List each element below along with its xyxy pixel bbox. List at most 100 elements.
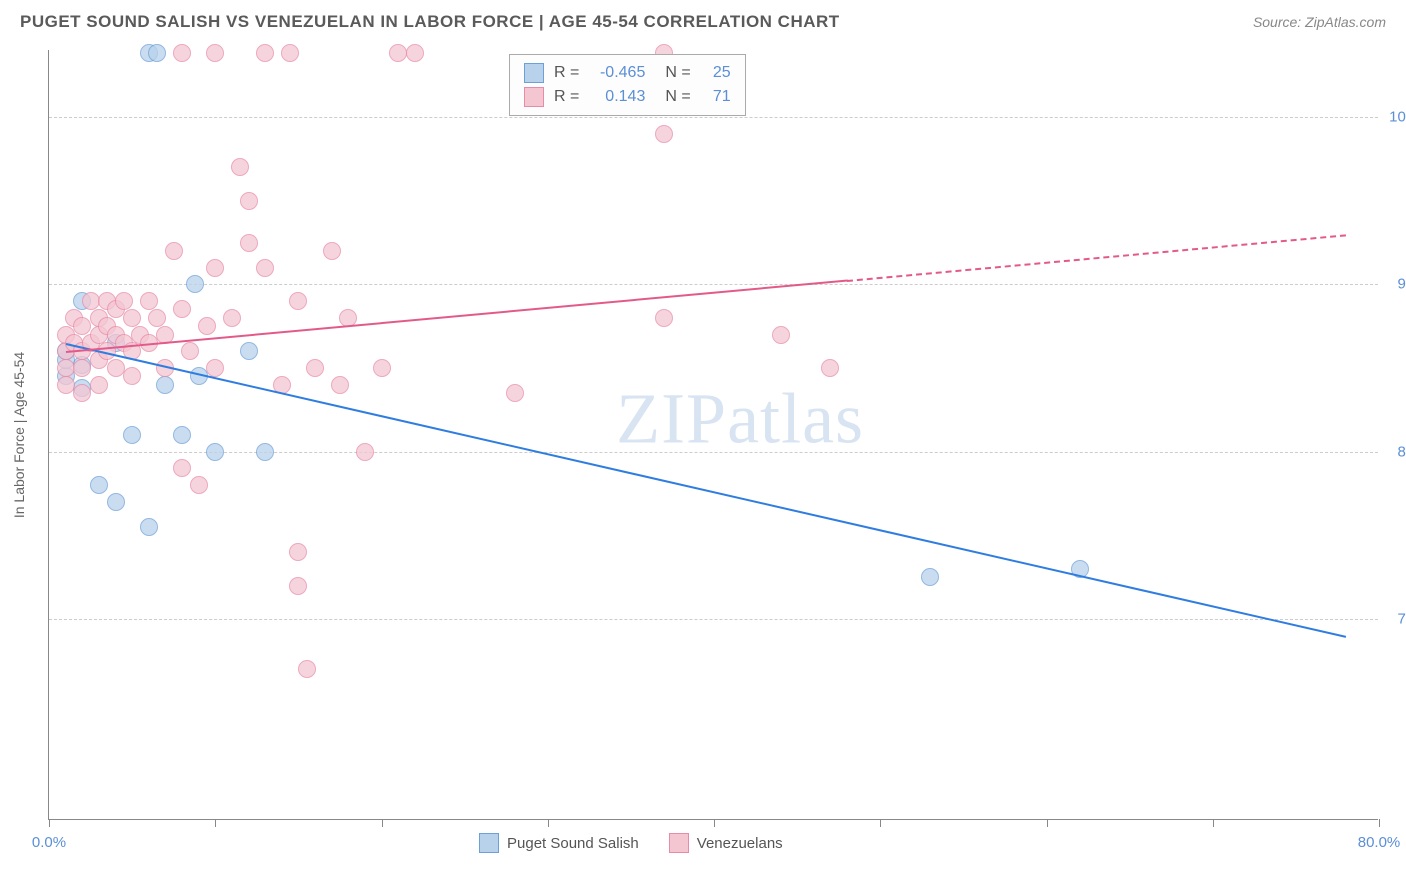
chart-title: PUGET SOUND SALISH VS VENEZUELAN IN LABO…	[20, 12, 840, 32]
legend-item: Venezuelans	[669, 833, 783, 853]
data-point	[772, 326, 790, 344]
data-point	[140, 292, 158, 310]
data-point	[140, 518, 158, 536]
stats-row: R = 0.143 N = 71	[524, 85, 731, 109]
data-point	[186, 275, 204, 293]
data-point	[123, 426, 141, 444]
x-tick	[548, 819, 549, 827]
data-point	[181, 342, 199, 360]
data-point	[356, 443, 374, 461]
legend-label: Venezuelans	[697, 835, 783, 852]
data-point	[389, 44, 407, 62]
x-tick	[1213, 819, 1214, 827]
gridline	[49, 619, 1378, 620]
x-tick-label: 80.0%	[1358, 834, 1401, 851]
x-tick	[382, 819, 383, 827]
data-point	[57, 359, 75, 377]
data-point	[206, 259, 224, 277]
data-point	[190, 476, 208, 494]
data-point	[123, 309, 141, 327]
data-point	[231, 158, 249, 176]
gridline	[49, 452, 1378, 453]
correlation-scatter-chart: In Labor Force | Age 45-54 ZIPatlas 70.0…	[48, 50, 1378, 820]
data-point	[921, 568, 939, 586]
chart-header: PUGET SOUND SALISH VS VENEZUELAN IN LABO…	[0, 0, 1406, 40]
x-tick	[1379, 819, 1380, 827]
data-point	[148, 309, 166, 327]
data-point	[281, 44, 299, 62]
data-point	[73, 317, 91, 335]
data-point	[73, 359, 91, 377]
source-label: Source: ZipAtlas.com	[1253, 14, 1386, 30]
y-tick-label: 90.0%	[1397, 276, 1406, 293]
data-point	[173, 426, 191, 444]
r-value: -0.465	[589, 61, 645, 85]
data-point	[298, 660, 316, 678]
data-point	[73, 384, 91, 402]
data-point	[256, 259, 274, 277]
data-point	[240, 342, 258, 360]
data-point	[406, 44, 424, 62]
trend-line	[65, 343, 1346, 638]
data-point	[240, 234, 258, 252]
data-point	[506, 384, 524, 402]
data-point	[206, 44, 224, 62]
gridline	[49, 284, 1378, 285]
x-tick	[49, 819, 50, 827]
data-point	[82, 292, 100, 310]
series-swatch	[524, 63, 544, 83]
data-point	[107, 359, 125, 377]
data-point	[323, 242, 341, 260]
data-point	[198, 317, 216, 335]
data-point	[256, 443, 274, 461]
r-label: R =	[554, 85, 579, 109]
y-axis-label: In Labor Force | Age 45-54	[11, 351, 27, 517]
gridline	[49, 117, 1378, 118]
data-point	[206, 443, 224, 461]
data-point	[123, 367, 141, 385]
data-point	[173, 300, 191, 318]
x-tick	[714, 819, 715, 827]
data-point	[90, 476, 108, 494]
n-value: 71	[701, 85, 731, 109]
data-point	[373, 359, 391, 377]
data-point	[148, 44, 166, 62]
legend: Puget Sound Salish Venezuelans	[479, 833, 783, 853]
data-point	[173, 459, 191, 477]
y-tick-label: 100.0%	[1389, 108, 1406, 125]
n-label: N =	[665, 85, 690, 109]
data-point	[655, 125, 673, 143]
data-point	[223, 309, 241, 327]
data-point	[165, 242, 183, 260]
data-point	[115, 292, 133, 310]
x-tick	[880, 819, 881, 827]
data-point	[331, 376, 349, 394]
n-label: N =	[665, 61, 690, 85]
watermark: ZIPatlas	[616, 378, 864, 461]
legend-swatch	[669, 833, 689, 853]
r-value: 0.143	[589, 85, 645, 109]
y-tick-label: 70.0%	[1397, 611, 1406, 628]
r-label: R =	[554, 61, 579, 85]
x-tick	[1047, 819, 1048, 827]
data-point	[173, 44, 191, 62]
data-point	[90, 376, 108, 394]
series-swatch	[524, 87, 544, 107]
data-point	[107, 493, 125, 511]
legend-label: Puget Sound Salish	[507, 835, 639, 852]
data-point	[289, 577, 307, 595]
y-tick-label: 80.0%	[1397, 443, 1406, 460]
x-tick-label: 0.0%	[32, 834, 66, 851]
data-point	[821, 359, 839, 377]
data-point	[289, 543, 307, 561]
stats-row: R = -0.465 N = 25	[524, 61, 731, 85]
trend-line	[847, 234, 1346, 282]
data-point	[206, 359, 224, 377]
legend-swatch	[479, 833, 499, 853]
n-value: 25	[701, 61, 731, 85]
data-point	[156, 376, 174, 394]
data-point	[57, 376, 75, 394]
data-point	[655, 309, 673, 327]
data-point	[256, 44, 274, 62]
data-point	[306, 359, 324, 377]
